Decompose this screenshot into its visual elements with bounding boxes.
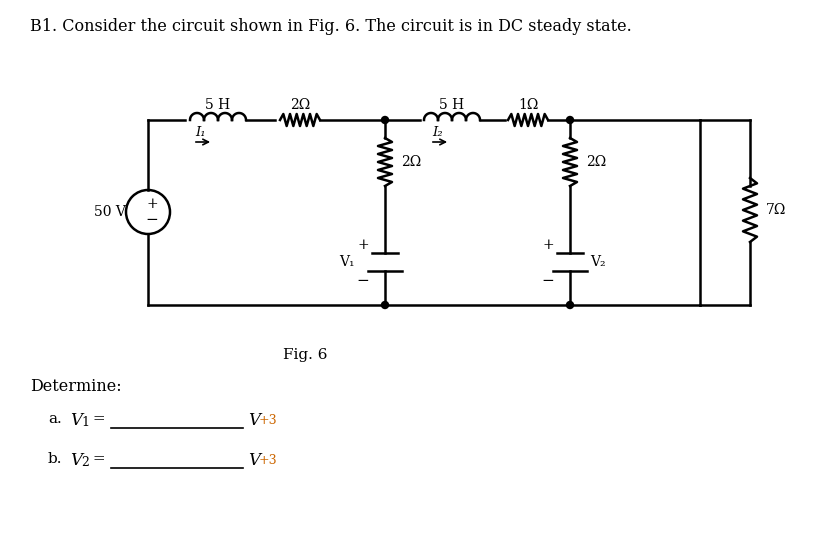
Text: 2Ω: 2Ω: [586, 155, 607, 169]
Text: I₂: I₂: [432, 125, 443, 139]
Circle shape: [381, 301, 389, 309]
Text: 2Ω: 2Ω: [290, 98, 310, 112]
Text: b.: b.: [48, 452, 62, 466]
Circle shape: [381, 116, 389, 124]
Text: V: V: [248, 452, 260, 469]
Text: =: =: [88, 412, 105, 426]
Text: 7Ω: 7Ω: [766, 203, 787, 217]
Circle shape: [566, 116, 574, 124]
Text: Determine:: Determine:: [30, 378, 122, 395]
Text: 1: 1: [81, 416, 89, 429]
Text: +: +: [358, 238, 369, 252]
Text: a.: a.: [48, 412, 62, 426]
Text: V₁: V₁: [339, 255, 355, 269]
Text: +: +: [543, 238, 554, 252]
Text: 1Ω: 1Ω: [518, 98, 538, 112]
Text: 2: 2: [81, 456, 89, 469]
Text: +3: +3: [259, 454, 278, 467]
Text: −: −: [357, 274, 369, 288]
Text: −: −: [542, 274, 554, 288]
Text: V: V: [248, 412, 260, 429]
Text: V₂: V₂: [590, 255, 606, 269]
Text: V: V: [70, 412, 82, 429]
Text: V: V: [70, 452, 82, 469]
Text: Fig. 6: Fig. 6: [283, 348, 327, 362]
Text: 50 V: 50 V: [94, 205, 126, 219]
Text: +3: +3: [259, 414, 278, 427]
Text: 5 H: 5 H: [206, 98, 230, 112]
Text: I₁: I₁: [196, 125, 206, 139]
Text: B1. Consider the circuit shown in Fig. 6. The circuit is in DC steady state.: B1. Consider the circuit shown in Fig. 6…: [30, 18, 632, 35]
Circle shape: [566, 301, 574, 309]
Text: −: −: [145, 213, 159, 227]
Text: 2Ω: 2Ω: [401, 155, 421, 169]
Text: +: +: [146, 197, 158, 211]
Text: 5 H: 5 H: [440, 98, 464, 112]
Text: =: =: [88, 452, 105, 466]
